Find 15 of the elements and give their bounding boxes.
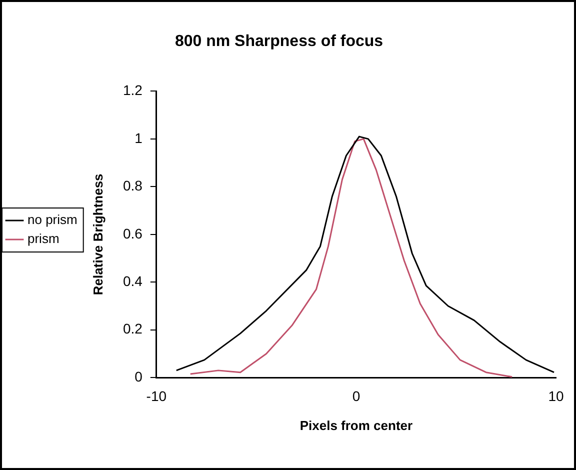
y-tick-label: 0 — [134, 368, 143, 384]
legend-label: no prism — [28, 212, 78, 228]
y-tick-label: 0.6 — [122, 225, 143, 242]
legend-label: prism — [28, 231, 60, 246]
y-axis-title: Relative Brightness — [90, 174, 106, 296]
y-tick-label: 0.2 — [122, 320, 143, 337]
y-tick-label: 1.2 — [122, 82, 143, 98]
x-tick-label: -10 — [146, 388, 167, 404]
y-tick-label: 1 — [134, 130, 143, 146]
chart-title: 800 nm Sharpness of focus — [174, 33, 384, 50]
y-tick-label: 0.8 — [122, 178, 143, 194]
x-tick-label: 10 — [548, 388, 564, 404]
x-axis-title: Pixels from center — [300, 418, 413, 433]
y-tick-label: 0.4 — [122, 272, 143, 289]
x-tick-label: 0 — [352, 388, 360, 404]
